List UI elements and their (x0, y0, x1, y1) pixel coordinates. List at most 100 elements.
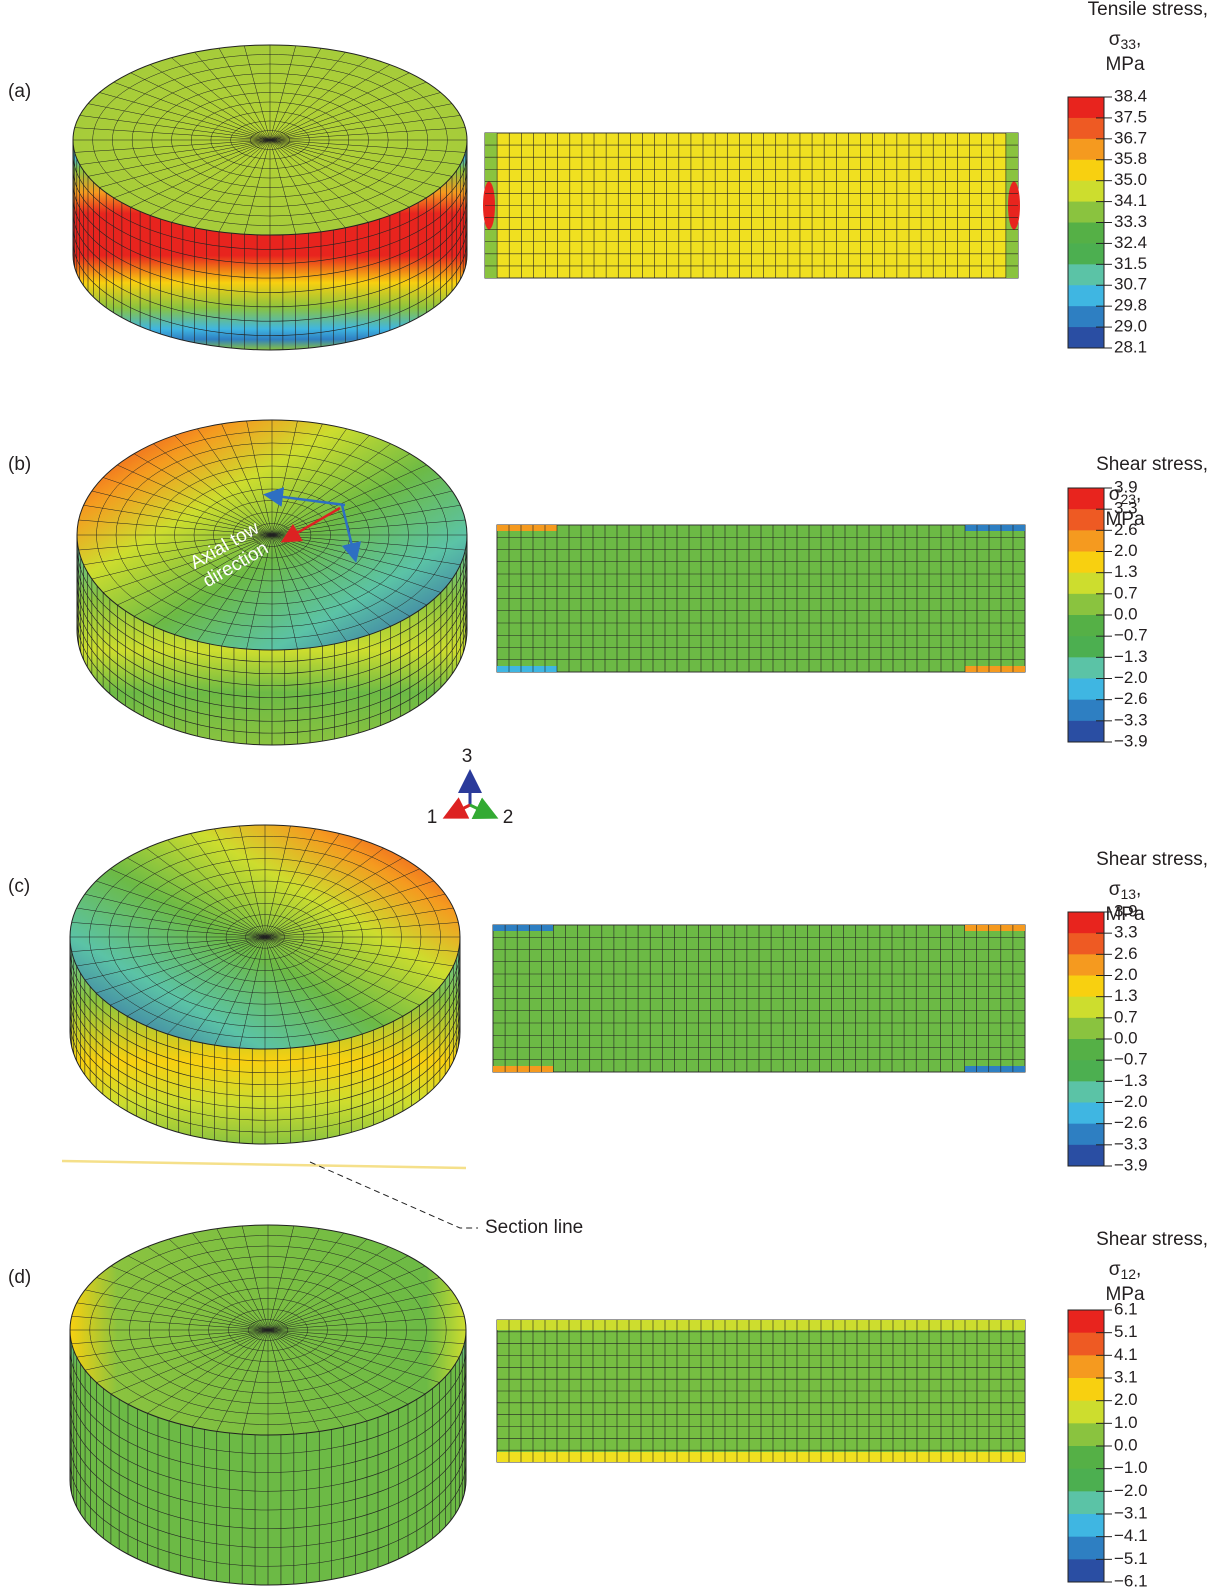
legend-color (1068, 657, 1104, 679)
legend-symbol-part: σ (1109, 879, 1121, 900)
legend-tick-label: −2.6 (1114, 689, 1148, 708)
legend-tick-label: −3.3 (1114, 1134, 1148, 1153)
legend-tick-label: 3.3 (1114, 499, 1138, 518)
legend-tick-label: 4.1 (1114, 1345, 1138, 1364)
legend-color (1068, 1491, 1104, 1514)
legend-color (1068, 1401, 1104, 1424)
legend-tick-label: 2.0 (1114, 965, 1138, 984)
legend-tick-label: −2.0 (1114, 1481, 1148, 1500)
legend-tick-label: 29.8 (1114, 296, 1147, 315)
legend-unit: MPa (1105, 54, 1145, 75)
edge-zone (965, 1066, 1025, 1072)
legend-tick-label: 0.0 (1114, 1435, 1138, 1454)
panel-label: (d) (8, 1267, 31, 1288)
legend-tick-label: 3.9 (1114, 477, 1138, 496)
legend-color (1068, 615, 1104, 637)
legend-color (1068, 1355, 1104, 1378)
legend-tick-label: 1.3 (1114, 562, 1138, 581)
legend-color (1068, 1081, 1104, 1103)
legend-tick-label: 34.1 (1114, 191, 1147, 210)
edge-zone (493, 925, 553, 931)
legend-tick-label: 37.5 (1114, 107, 1147, 126)
triad-label: 2 (503, 807, 514, 828)
legend-color (1068, 97, 1104, 118)
legend-color (1068, 1310, 1104, 1333)
legend-tick-label: −5.1 (1114, 1549, 1148, 1568)
legend-tick-label: −3.9 (1114, 731, 1148, 750)
legend-color (1068, 1060, 1104, 1082)
legend-tick-label: 36.7 (1114, 128, 1147, 147)
legend-tick-label: 2.6 (1114, 944, 1138, 963)
legend-color (1068, 1537, 1104, 1560)
legend-color (1068, 1469, 1104, 1492)
legend-tick-label: 3.1 (1114, 1367, 1138, 1386)
legend-tick-label: 32.4 (1114, 233, 1147, 252)
legend-tick-label: 0.7 (1114, 583, 1138, 602)
legend-symbol-part: 13 (1120, 886, 1136, 902)
legend-color (1068, 223, 1104, 244)
legend-tick-label: 38.4 (1114, 86, 1147, 105)
figure: (a)Tensile stress,σ33,MPa38.437.536.735.… (0, 0, 1213, 1590)
artwork: (a)Tensile stress,σ33,MPa38.437.536.735.… (8, 0, 1208, 1590)
legend-tick-label: −0.7 (1114, 1050, 1148, 1069)
legend-color (1068, 1018, 1104, 1040)
triad-label: 3 (462, 746, 473, 767)
legend-color (1068, 327, 1104, 348)
legend-color (1068, 1446, 1104, 1469)
legend-color (1068, 976, 1104, 998)
edge-zone (497, 525, 557, 531)
panel-label: (b) (8, 454, 31, 475)
legend-symbol-part: , (1136, 1259, 1141, 1280)
legend-color (1068, 264, 1104, 285)
edge-zone (497, 666, 557, 672)
legend-color (1068, 139, 1104, 160)
legend-tick-label: 5.1 (1114, 1322, 1138, 1341)
legend-color (1068, 181, 1104, 202)
legend-title: Shear stress, (1096, 849, 1208, 870)
legend-tick-label: 6.1 (1114, 1299, 1138, 1318)
legend-color (1068, 160, 1104, 181)
legend-tick-label: −2.0 (1114, 1092, 1148, 1111)
legend-tick-label: −3.9 (1114, 1155, 1148, 1174)
legend-tick-label: 35.0 (1114, 170, 1147, 189)
legend-title: Shear stress, (1096, 1229, 1208, 1250)
legend-color (1068, 721, 1104, 743)
legend-color (1068, 1423, 1104, 1446)
legend-color (1068, 1124, 1104, 1146)
legend-tick-label: −6.1 (1114, 1571, 1148, 1590)
legend-color (1068, 488, 1104, 510)
legend-tick-label: 1.3 (1114, 986, 1138, 1005)
edge-zone (965, 525, 1025, 531)
legend-symbol-part: σ (1109, 29, 1121, 50)
legend-color (1068, 243, 1104, 264)
legend-color (1068, 679, 1104, 701)
legend-title: Shear stress, (1096, 454, 1208, 475)
triad-label: 1 (427, 807, 438, 828)
legend-color (1068, 1559, 1104, 1582)
legend-title: Tensile stress, (1088, 0, 1208, 20)
legend-color (1068, 636, 1104, 658)
legend-color (1068, 1039, 1104, 1061)
legend-tick-label: 3.9 (1114, 901, 1138, 920)
legend-tick-label: −1.3 (1114, 1071, 1148, 1090)
leader-line (310, 1162, 478, 1228)
legend-color (1068, 912, 1104, 934)
legend-color (1068, 552, 1104, 574)
legend-tick-label: 2.0 (1114, 541, 1138, 560)
legend-symbol-part: 33 (1120, 36, 1136, 52)
legend-color (1068, 530, 1104, 552)
legend-symbol-part: 12 (1120, 1266, 1136, 1282)
triad-arrow (448, 805, 470, 816)
legend-tick-label: 35.8 (1114, 149, 1147, 168)
legend-color (1068, 573, 1104, 595)
legend-color (1068, 1333, 1104, 1356)
legend-tick-label: 33.3 (1114, 212, 1147, 231)
legend-tick-label: −4.1 (1114, 1526, 1148, 1545)
legend-color (1068, 1103, 1104, 1125)
legend-color (1068, 118, 1104, 139)
edge-zone (965, 666, 1025, 672)
edge-zone (965, 925, 1025, 931)
legend-color (1068, 1145, 1104, 1167)
panel-label: (c) (8, 876, 30, 897)
legend-color (1068, 933, 1104, 955)
